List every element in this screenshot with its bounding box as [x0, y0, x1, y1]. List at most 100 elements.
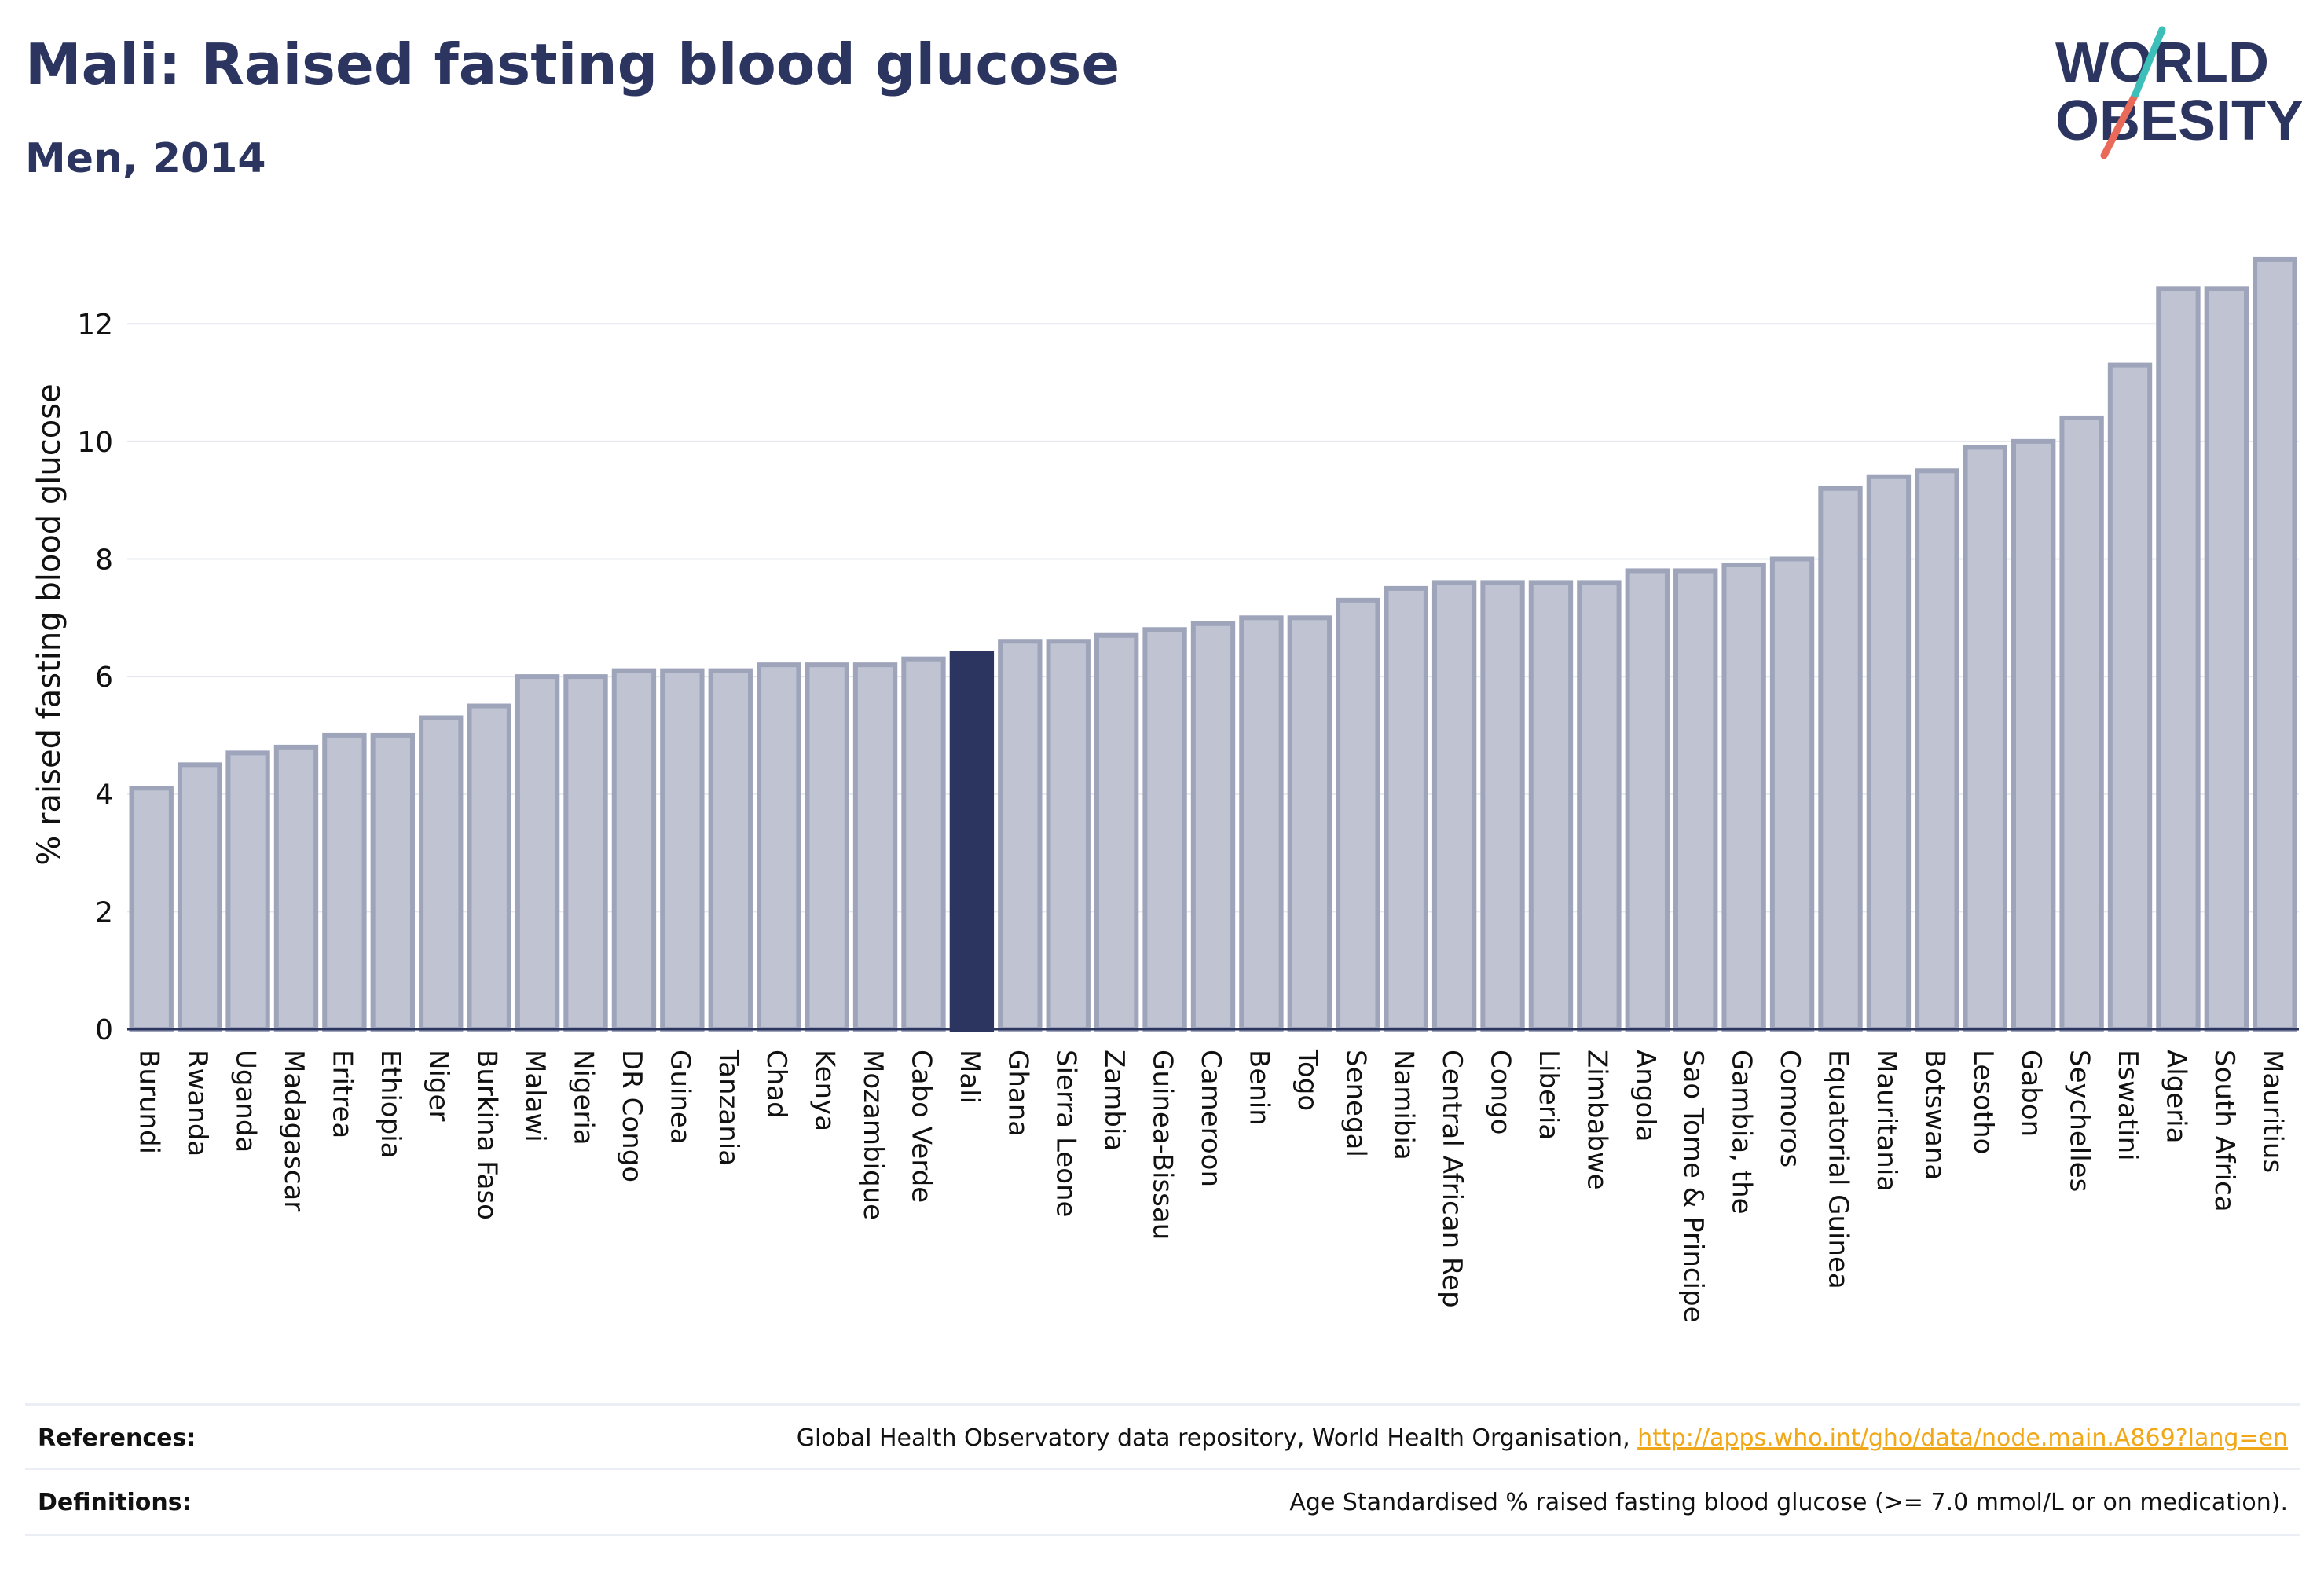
x-axis-tick-labels: Burundi Rwanda Uganda Madagascar Eritrea Ethi… [134, 1049, 2289, 1323]
bar [901, 656, 946, 1032]
y-tick-label: 8 [95, 544, 113, 576]
references-text: Global Health Observatory data repositor… [796, 1424, 1638, 1452]
x-tick-label: Equatorial Guinea [1822, 1050, 1853, 1289]
y-tick-label: 4 [95, 779, 113, 812]
bar [660, 668, 705, 1032]
bar [1721, 562, 1766, 1032]
x-tick-label: Madagascar [278, 1050, 310, 1211]
bar [370, 732, 416, 1032]
x-tick-label: DR Congo [616, 1050, 647, 1182]
bar [1142, 627, 1187, 1032]
x-tick-label: Guinea-Bissau [1147, 1050, 1178, 1240]
bar [2253, 256, 2297, 1032]
bar [2204, 286, 2249, 1032]
svg-text:WORLD: WORLD [2055, 31, 2269, 94]
x-tick-label: Algeria [2160, 1050, 2191, 1143]
definitions-row: Definitions: Age Standardised % raised f… [25, 1468, 2300, 1534]
bar [515, 674, 560, 1032]
x-tick-label: Central African Rep [1436, 1050, 1468, 1308]
bar [1818, 486, 1863, 1032]
bar [1239, 615, 1284, 1032]
references-label: References: [38, 1424, 196, 1452]
footer-divider [25, 1534, 2300, 1536]
x-tick-label: Nigeria [568, 1050, 599, 1145]
x-tick-label: Eswatini [2112, 1050, 2143, 1161]
y-axis-label: % raised fasting blood glucose [31, 383, 68, 865]
bar [1769, 556, 1815, 1032]
bar-highlight [949, 651, 995, 1032]
bar [1528, 580, 1574, 1032]
bar [708, 668, 753, 1032]
x-tick-label: Mauritius [2256, 1050, 2288, 1173]
references-row: References: Global Health Observatory da… [25, 1403, 2300, 1470]
x-tick-label: Uganda [230, 1050, 262, 1153]
x-tick-label: Kenya [809, 1050, 841, 1131]
bar [1287, 615, 1332, 1032]
references-value: Global Health Observatory data repositor… [797, 1424, 2288, 1452]
x-tick-label: Botswana [1919, 1050, 1950, 1180]
definitions-value: Age Standardised % raised fasting blood … [1289, 1489, 2288, 1516]
x-tick-label: Lesotho [1967, 1050, 1999, 1154]
x-tick-label: Zambia [1098, 1050, 1130, 1151]
x-tick-label: Gambia, the [1726, 1050, 1758, 1215]
x-tick-label: Mozambique [857, 1050, 889, 1220]
bar [1577, 580, 1622, 1032]
y-tick-label: 12 [77, 309, 113, 341]
chart-subtitle: Men, 2014 [25, 135, 266, 182]
bar [273, 744, 319, 1032]
bar [1431, 580, 1477, 1032]
x-tick-label: Sierra Leone [1050, 1050, 1082, 1217]
x-tick-label: Mali [954, 1050, 985, 1104]
bar [2011, 438, 2056, 1032]
bar [1046, 639, 1091, 1032]
bar [2156, 286, 2201, 1032]
bar [2059, 415, 2104, 1032]
bar [2107, 362, 2153, 1032]
bar [1094, 632, 1139, 1032]
svg-text:OBESITY: OBESITY [2055, 90, 2302, 152]
x-tick-label: Ethiopia [375, 1050, 406, 1158]
bars [129, 256, 2297, 1032]
x-tick-label: Togo [1292, 1049, 1323, 1111]
x-tick-label: Chad [761, 1050, 792, 1119]
x-tick-label: Comoros [1774, 1050, 1805, 1167]
bar [129, 786, 174, 1032]
bar [1480, 580, 1525, 1032]
bar [1625, 568, 1670, 1032]
x-tick-label: Zimbabwe [1581, 1050, 1612, 1190]
x-tick-label: South Africa [2209, 1050, 2240, 1212]
x-tick-label: Guinea [664, 1050, 695, 1145]
y-tick-label: 10 [77, 427, 113, 459]
bar [611, 668, 657, 1032]
bar [1963, 445, 2007, 1032]
x-tick-label: Liberia [1533, 1050, 1564, 1140]
x-tick-label: Cameroon [1195, 1050, 1226, 1187]
bar [225, 750, 270, 1032]
bar [998, 639, 1043, 1032]
x-tick-label: Benin [1243, 1050, 1274, 1126]
x-tick-label: Congo [1485, 1050, 1516, 1134]
x-tick-label: Eritrea [326, 1050, 357, 1138]
bar-chart: 0 2 4 6 8 10 12 Burundi Rwanda Uganda Madagascar E… [31, 256, 2299, 1323]
bar [757, 662, 801, 1032]
x-tick-label: Burundi [134, 1050, 165, 1154]
x-tick-label: Seychelles [2064, 1050, 2095, 1192]
bar [852, 662, 898, 1032]
x-tick-label: Namibia [1388, 1050, 1420, 1160]
x-tick-label: Burkina Faso [471, 1050, 503, 1220]
y-tick-label: 6 [95, 662, 113, 694]
bar [1915, 468, 1959, 1032]
x-tick-label: Angola [1629, 1050, 1661, 1142]
bar [467, 703, 511, 1032]
bar [1190, 621, 1236, 1032]
x-tick-label: Senegal [1340, 1050, 1371, 1157]
x-tick-label: Cabo Verde [905, 1050, 937, 1203]
x-tick-label: Rwanda [181, 1050, 213, 1156]
x-tick-label: Mauritania [1871, 1050, 1902, 1192]
x-tick-label: Tanzania [713, 1049, 744, 1166]
x-tick-label: Ghana [1002, 1050, 1033, 1137]
chart-title: Mali: Raised fasting blood glucose [25, 31, 1120, 97]
bar [419, 715, 464, 1032]
references-link[interactable]: http://apps.who.int/gho/data/node.main.A… [1637, 1424, 2288, 1452]
x-tick-label: Malawi [519, 1050, 551, 1142]
